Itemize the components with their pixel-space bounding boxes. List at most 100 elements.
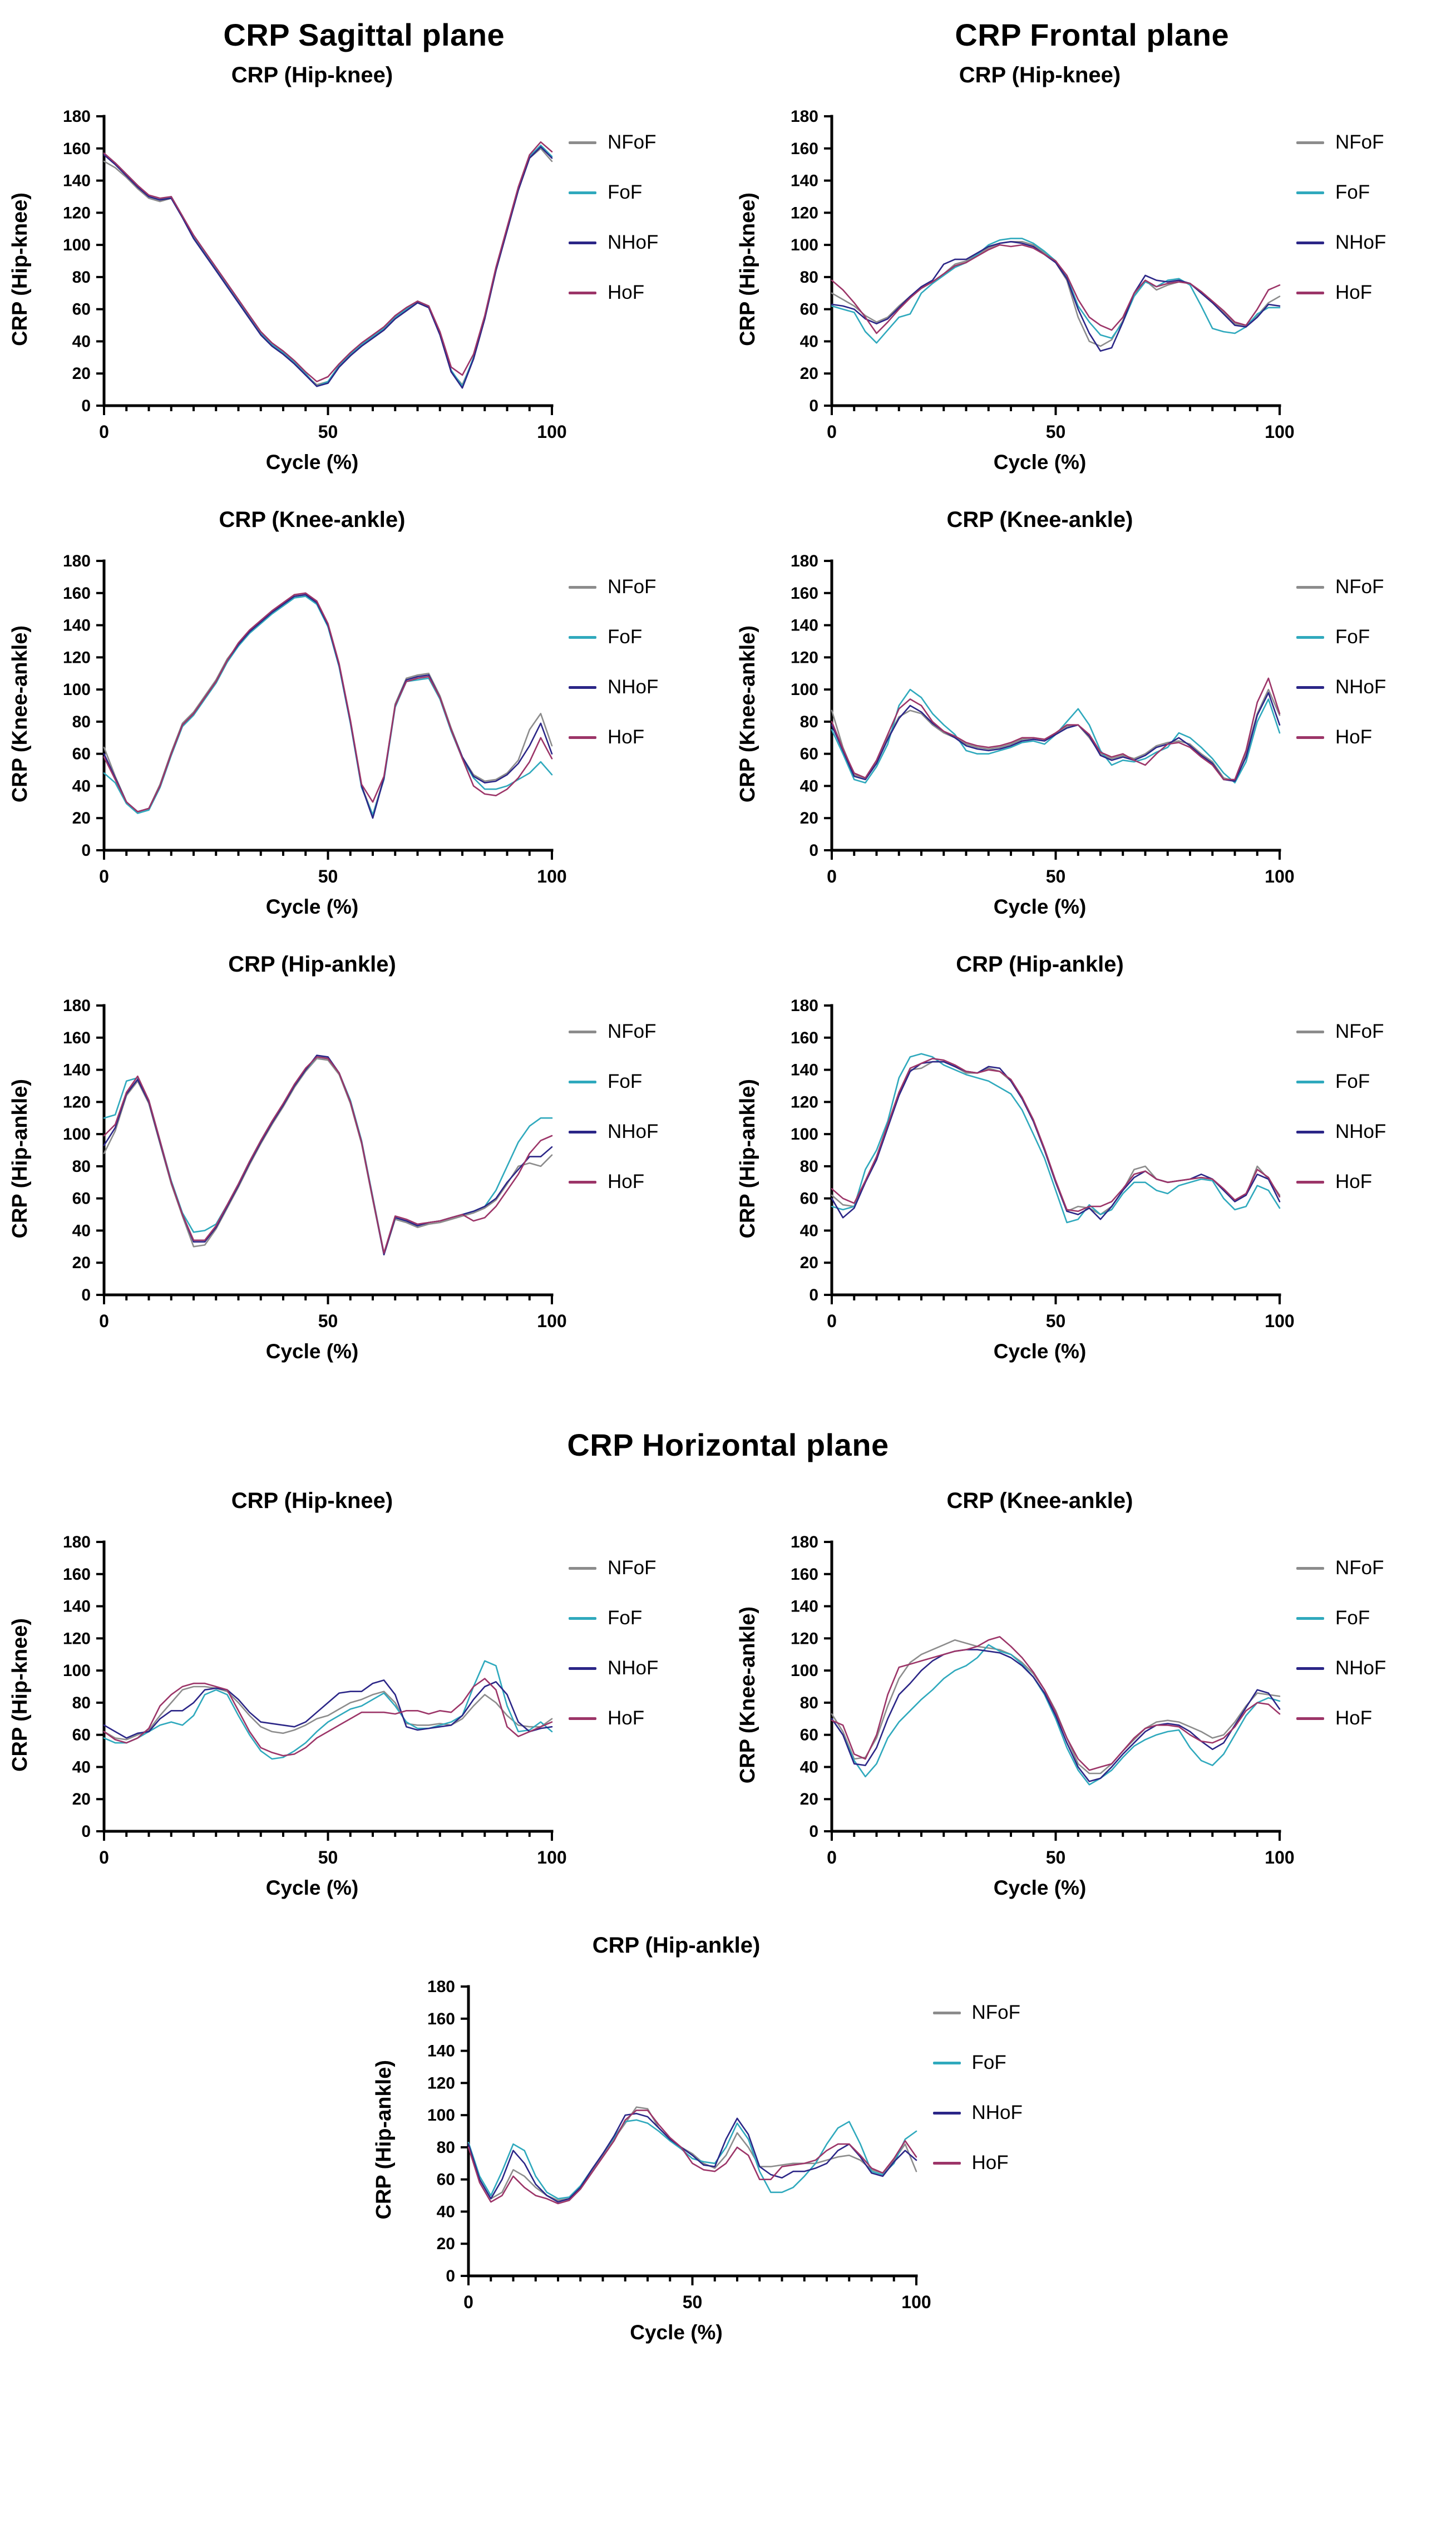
y-tick-label: 40 [800,332,818,351]
y-tick-label: 100 [63,1662,91,1680]
x-tick-label: 50 [1046,422,1066,442]
y-tick-label: 40 [72,777,91,795]
legend-item-hof: HoF [569,1707,719,1729]
legend-swatch-icon [569,1080,596,1083]
y-tick-label: 120 [63,204,91,222]
legend-label: NFoF [971,2002,1021,2023]
legend-swatch-icon [569,686,596,689]
y-tick-label: 180 [791,1533,818,1551]
series-line-fof [831,688,1281,784]
legend-swatch-icon [569,1667,596,1670]
y-tick-label: 140 [791,1598,818,1616]
row-knee-ankle: CRP (Knee-ankle) CRP (Knee-ankle) 0 20 40 6… [0,499,1456,943]
legend-swatch-icon [1296,1667,1324,1670]
y-tick-label: 180 [63,1533,91,1551]
y-tick-label: 160 [63,1029,91,1047]
series-line-hof [103,592,553,813]
legend-item-hof: HoF [569,282,719,304]
y-tick-label: 180 [63,552,91,570]
y-tick-label: 100 [63,681,91,699]
series-line-nfof [103,147,553,386]
y-tick-label: 180 [63,107,91,126]
legend-label: NFoF [608,1021,657,1042]
legend-item-nfof: NFoF [1296,131,1447,154]
legend-swatch-icon [1296,736,1324,739]
legend-label: NHoF [608,1657,659,1679]
panel-title: CRP (Knee-ankle) [946,1489,1133,1513]
legend-item-fof: FoF [932,2052,1083,2074]
series-line-hof [103,141,553,383]
y-tick-label: 120 [791,1629,818,1648]
legend-item-fof: FoF [1296,626,1447,648]
x-tick-label: 100 [1265,866,1294,886]
x-axis-label: Cycle (%) [993,1876,1087,1899]
y-tick-label: 60 [800,1726,818,1744]
legend-label: NHoF [1335,231,1386,253]
legend-swatch-icon [1296,191,1324,194]
series-line-hof [103,1056,553,1254]
x-axis-label: Cycle (%) [630,2321,723,2344]
y-tick-label: 0 [809,397,818,415]
series-line-nfof [103,1058,553,1256]
panel-sagittal-hip-knee: CRP (Hip-knee) CRP (Hip-knee) 0 20 40 60 80 1… [0,57,728,474]
legend-item-nfof: NFoF [569,1021,719,1043]
y-tick-label: 80 [800,713,818,731]
y-axis-label: CRP (Knee-ankle) [736,1606,759,1784]
legend-item-hof: HoF [569,1171,719,1193]
series-line-hof [831,244,1281,334]
y-tick-label: 160 [427,2010,455,2028]
legend-label: FoF [1335,626,1370,648]
legend-item-hof: HoF [1296,282,1447,304]
series-line-hof [831,1636,1281,1771]
legend-swatch-icon [569,241,596,244]
section-title-sagittal: CRP Sagittal plane [223,17,505,52]
legend: NFoF FoF NHoF HoF [569,1517,719,1757]
y-tick-label: 160 [63,1565,91,1584]
section-header-row: CRP Sagittal plane CRP Frontal plane [0,12,1456,54]
series-line-nfof [103,1685,553,1741]
y-tick-label: 160 [791,1565,818,1584]
series-line-fof [831,1053,1281,1224]
y-tick-label: 180 [791,552,818,570]
legend-swatch-icon [1296,1180,1324,1184]
y-tick-label: 80 [72,713,91,731]
panel-title: CRP (Hip-knee) [959,63,1121,87]
legend: NFoF FoF NHoF HoF [1296,980,1447,1221]
legend-label: HoF [1335,1171,1373,1192]
panel-title: CRP (Hip-ankle) [592,1933,761,1958]
series-line-fof [467,2119,917,2200]
legend-label: HoF [1335,726,1373,748]
series-line-nhof [831,1061,1281,1220]
legend: NFoF FoF NHoF HoF [1296,1517,1447,1757]
y-tick-label: 60 [800,1190,818,1208]
y-tick-label: 20 [800,1254,818,1272]
x-tick-label: 50 [1046,1311,1066,1331]
y-tick-label: 160 [791,584,818,603]
y-axis-label: CRP (Hip-ankle) [736,1078,759,1239]
legend-item-nhof: NHoF [569,1121,719,1143]
y-tick-label: 40 [436,2202,455,2221]
x-tick-label: 50 [318,1847,338,1867]
series-line-nfof [831,240,1281,347]
x-tick-label: 0 [99,1847,109,1867]
y-tick-label: 120 [791,1093,818,1111]
x-tick-label: 50 [318,866,338,886]
x-tick-label: 0 [463,2292,473,2312]
y-tick-label: 140 [791,172,818,190]
row-hip-ankle: CRP (Hip-ankle) CRP (Hip-ankle) 0 20 40 60 8… [0,943,1456,1388]
section-title-frontal: CRP Frontal plane [955,17,1230,52]
line-chart-frontal-hip-ankle: 0 20 40 60 80 100 120 140 160 180 0 50 100 [791,997,1295,1331]
legend-item-nhof: NHoF [569,676,719,698]
y-tick-label: 140 [63,1598,91,1616]
y-tick-label: 60 [72,1190,91,1208]
series-line-nfof [467,2106,917,2201]
x-axis-label: Cycle (%) [993,895,1087,918]
legend-label: FoF [608,1071,643,1092]
legend-item-nhof: NHoF [1296,1121,1447,1143]
series-line-nhof [103,1054,553,1256]
legend-swatch-icon [569,1566,596,1570]
line-chart-horizontal-hip-knee: 0 20 40 60 80 100 120 140 160 180 0 50 100 [63,1533,567,1867]
legend-item-fof: FoF [569,1071,719,1093]
y-tick-label: 40 [800,1221,818,1240]
legend-label: NHoF [1335,676,1386,698]
